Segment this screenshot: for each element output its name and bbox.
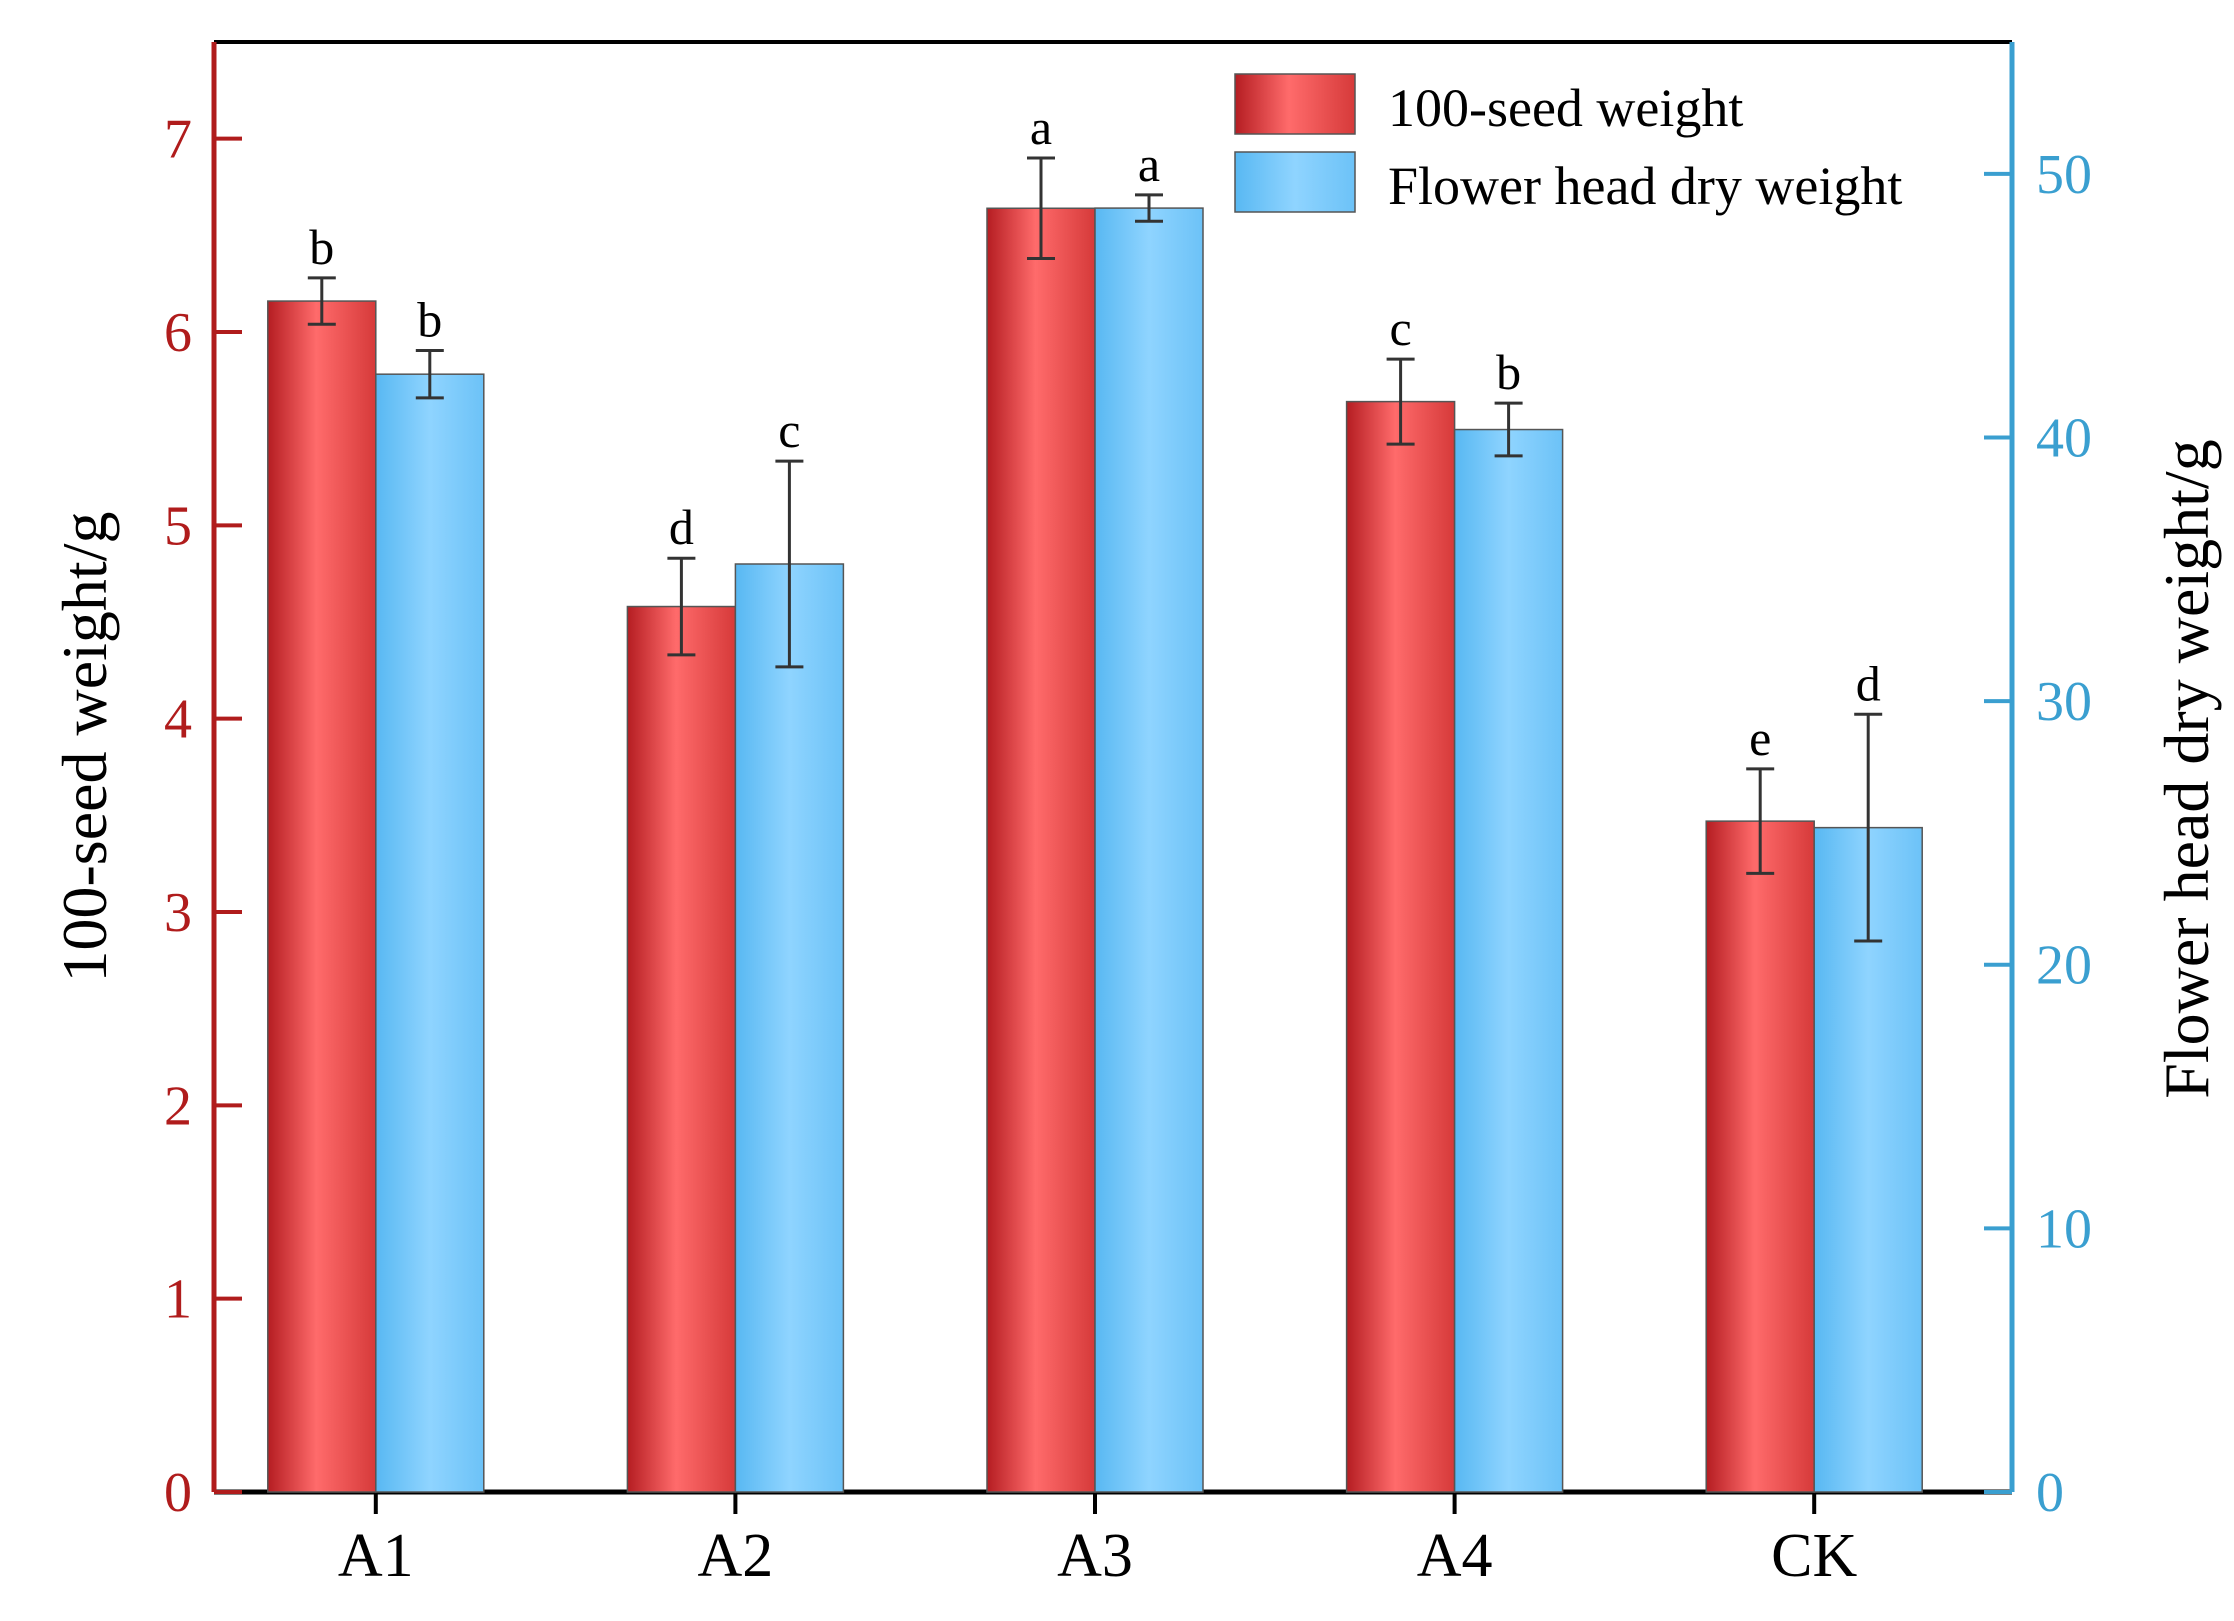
y-left-tick-label: 3 — [164, 882, 192, 944]
x-tick-label: A3 — [1057, 1522, 1133, 1590]
significance-letter: b — [309, 219, 334, 275]
significance-letter: b — [1496, 344, 1521, 400]
legend-label-seed: 100-seed weight — [1388, 78, 1743, 138]
significance-letter: e — [1749, 710, 1771, 766]
bar-flower-weight — [1094, 207, 1204, 1493]
x-tick-label: CK — [1771, 1522, 1857, 1590]
legend-swatch-flower — [1234, 151, 1356, 213]
significance-letter: a — [1138, 136, 1160, 192]
bar-flower-weight — [734, 563, 845, 1493]
y-right-tick-label: 30 — [2036, 671, 2092, 733]
labels: b b d c a a c b e d — [309, 99, 1880, 766]
significance-letter: b — [417, 291, 442, 347]
y-left-tick-label: 1 — [164, 1269, 192, 1331]
bar-seed-weight — [1345, 400, 1456, 1493]
significance-letter: d — [1856, 655, 1881, 711]
x-tick-label: A2 — [698, 1522, 774, 1590]
y-right-tick-label: 0 — [2036, 1462, 2064, 1524]
x-tick-label: A4 — [1417, 1522, 1493, 1590]
significance-letter: a — [1030, 99, 1052, 155]
significance-letter: c — [1389, 300, 1411, 356]
y-left-tick-label: 5 — [164, 495, 192, 557]
y-right-tick-label: 40 — [2036, 407, 2092, 469]
y-left-axis-title: 100-seed weight/g — [49, 512, 120, 983]
bar-seed-weight — [626, 605, 737, 1493]
bar-flower-weight — [375, 373, 485, 1493]
bar-seed-weight — [986, 207, 1096, 1493]
y-right-tick-label: 20 — [2036, 935, 2092, 997]
y-left-tick-label: 4 — [164, 689, 192, 751]
axes: 0 1 2 3 4 5 6 7 0 10 20 30 40 50 A1 A2 A3 A4 CK — [164, 40, 2092, 1590]
legend-swatch-seed — [1234, 73, 1356, 135]
bar-seed-weight — [267, 300, 377, 1493]
y-right-axis-title: Flower head dry weight/g — [2151, 439, 2222, 1098]
y-right-tick-label: 50 — [2036, 144, 2092, 206]
bars — [267, 156, 1923, 1493]
x-tick-label: A1 — [338, 1522, 414, 1590]
significance-letter: d — [669, 499, 694, 555]
y-right-tick-label: 10 — [2036, 1198, 2092, 1260]
y-left-tick-label: 0 — [164, 1462, 192, 1524]
bar-flower-weight — [1453, 428, 1564, 1493]
significance-letter: c — [778, 402, 800, 458]
bar-seed-weight — [1705, 820, 1815, 1493]
y-left-tick-label: 6 — [164, 302, 192, 364]
y-left-tick-label: 7 — [164, 109, 192, 171]
y-left-tick-label: 2 — [164, 1075, 192, 1137]
legend: 100-seed weight Flower head dry weight — [1234, 73, 1902, 216]
legend-label-flower: Flower head dry weight — [1388, 156, 1902, 216]
